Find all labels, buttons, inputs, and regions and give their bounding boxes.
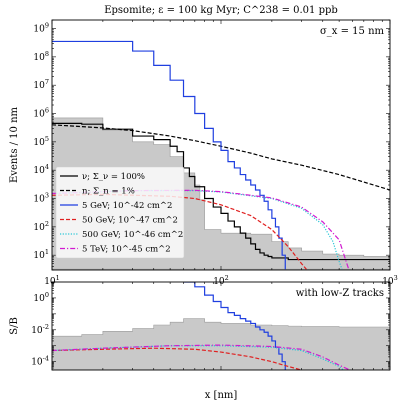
tick-exponent: 0 [45, 291, 49, 299]
y-tick-label: 108 [33, 50, 49, 63]
plot-area [52, 282, 390, 370]
tick-base: 10 [44, 277, 56, 287]
y-tick-label: 101 [33, 248, 49, 261]
tick-exponent: 2 [45, 220, 49, 228]
x-axis-label: x [nm] [205, 390, 238, 401]
tick-base: 10 [31, 326, 43, 336]
tick-exponent: 7 [45, 78, 49, 86]
legend-entry-3: 50 GeV; 10^-47 cm^2 [82, 216, 178, 226]
y-tick-label: 103 [33, 192, 49, 205]
tick-exponent: 1 [56, 274, 60, 282]
tick-exponent: 3 [45, 192, 49, 200]
y-axis-label: Events / 10 nm [9, 106, 20, 183]
legend-entry-5: 5 TeV; 10^-45 cm^2 [82, 245, 171, 255]
y-tick-label: 109 [33, 22, 49, 35]
tick-base: 10 [33, 53, 45, 63]
tick-base: 10 [33, 81, 45, 91]
series-line-1 [52, 347, 302, 370]
tick-exponent: 6 [45, 107, 49, 115]
legend-entry-0: ν; Σ_ν = 100% [82, 172, 145, 182]
tick-exponent: 4 [45, 163, 49, 171]
chart-title: Epsomite; ε = 100 kg Myr; C^238 = 0.01 p… [104, 5, 338, 16]
tick-exponent: -4 [43, 355, 49, 363]
tick-base: 10 [31, 358, 43, 368]
tick-exponent: -2 [43, 323, 49, 331]
legend: ν; Σ_ν = 100% n; Σ_n = 1% 5 GeV; 10^-42 cm… [55, 166, 185, 259]
tick-base: 10 [33, 166, 45, 176]
y-tick-label: 107 [33, 78, 49, 91]
panel-annotation: with low-Z tracks [296, 288, 384, 299]
x-tick-label: 101 [44, 274, 60, 287]
tick-exponent: 8 [45, 50, 49, 58]
tick-exponent: 9 [45, 22, 49, 30]
y-tick-label: 105 [33, 135, 49, 148]
y-tick-label: 10-2 [31, 323, 49, 336]
y-tick-label: 106 [33, 107, 49, 120]
tick-exponent: 1 [45, 248, 49, 256]
tick-base: 10 [33, 294, 45, 304]
tick-exponent: 5 [45, 135, 49, 143]
legend-entry-1: n; Σ_n = 1% [82, 187, 135, 197]
tick-base: 10 [33, 25, 45, 35]
panel-annotation: σ_x = 15 nm [320, 26, 385, 37]
series-line-3 [52, 344, 351, 370]
tick-base: 10 [33, 138, 45, 148]
tick-exponent: 3 [394, 274, 398, 282]
legend-box [55, 166, 185, 259]
y-tick-label: 102 [33, 220, 49, 233]
tick-base: 10 [33, 110, 45, 120]
series-line-2 [52, 40, 286, 270]
tick-exponent: 2 [225, 274, 229, 282]
y-tick-label: 104 [33, 163, 49, 176]
y-tick-label: 100 [33, 291, 49, 304]
tick-base: 10 [33, 223, 45, 233]
background-band [52, 318, 390, 370]
tick-base: 10 [33, 195, 45, 205]
legend-entry-4: 500 GeV; 10^-46 cm^2 [82, 230, 183, 240]
y-tick-label: 10-4 [31, 355, 49, 368]
legend-entry-2: 5 GeV; 10^-42 cm^2 [82, 201, 172, 211]
series-line-0 [52, 122, 390, 264]
y-axis-label: S/B [9, 317, 20, 335]
series-line-0 [183, 282, 286, 370]
tick-base: 10 [33, 251, 45, 261]
series-line-5 [52, 189, 350, 270]
